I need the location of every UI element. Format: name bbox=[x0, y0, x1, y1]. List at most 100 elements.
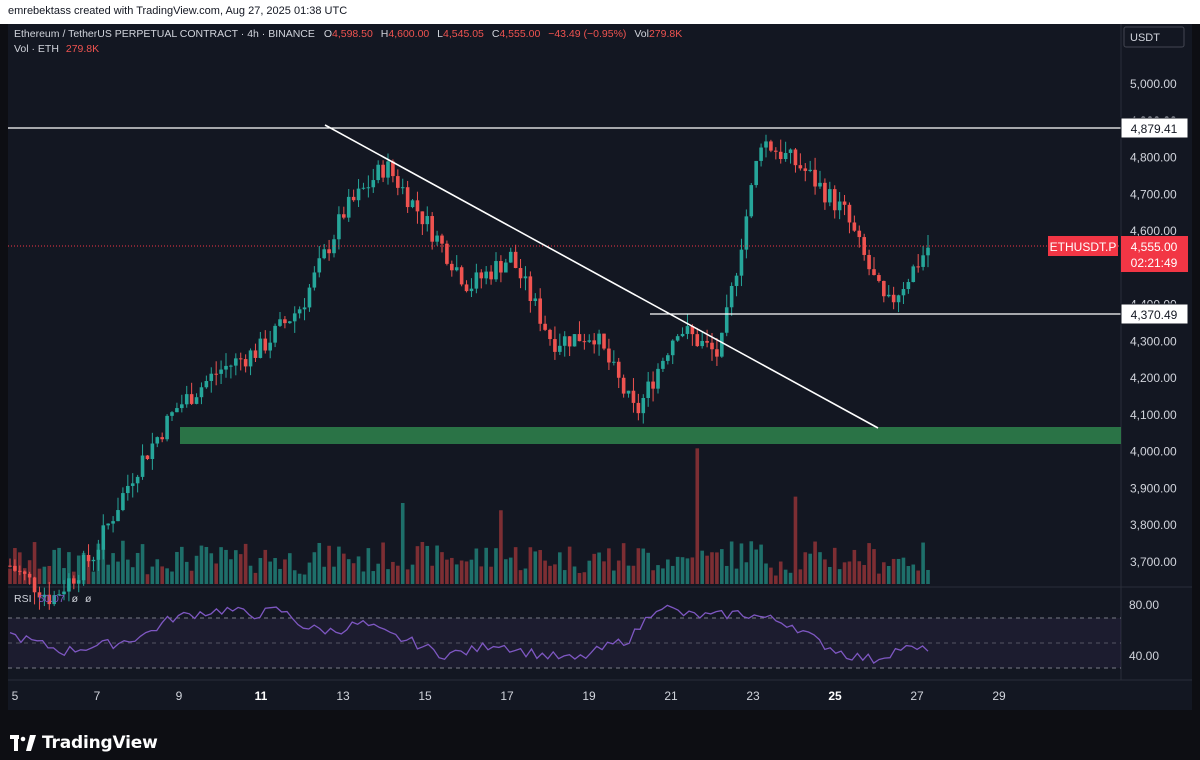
volume-bar bbox=[906, 566, 911, 584]
candle-body bbox=[504, 262, 508, 273]
volume-bar bbox=[440, 552, 444, 584]
legend-h-value: 4,600.00 bbox=[388, 28, 429, 40]
volume-bar bbox=[268, 561, 272, 584]
rsi-pane[interactable] bbox=[8, 587, 1121, 680]
candle-body bbox=[567, 336, 572, 347]
volume-bar bbox=[445, 559, 449, 584]
volume-bar bbox=[405, 569, 410, 584]
price-tick-label: 3,800.00 bbox=[1130, 518, 1177, 532]
volume-bar bbox=[165, 568, 169, 584]
volume-bar bbox=[616, 560, 621, 584]
candle-body bbox=[513, 251, 518, 269]
candle-body bbox=[847, 204, 852, 223]
time-axis[interactable]: 5 7 9 11 13 15 17 19 21 23 25 27 29 bbox=[12, 689, 1006, 703]
descending-trendline[interactable] bbox=[324, 124, 879, 429]
price-tick-label: 4,800.00 bbox=[1130, 151, 1177, 165]
volume-bar bbox=[140, 544, 145, 584]
volume-bar bbox=[877, 573, 881, 584]
volume-bar bbox=[886, 565, 891, 584]
volume-bar bbox=[882, 562, 886, 584]
volume-bar bbox=[916, 570, 920, 584]
candle-body bbox=[724, 307, 729, 333]
volume-bar bbox=[194, 555, 199, 584]
volume-bar bbox=[636, 548, 641, 584]
volume-bar bbox=[646, 552, 650, 584]
candle-body bbox=[180, 404, 184, 409]
volume-bar bbox=[322, 566, 326, 584]
volume-bar bbox=[479, 566, 484, 584]
candle-body bbox=[292, 313, 297, 322]
volume-bar bbox=[592, 553, 596, 584]
legend-l-label: L bbox=[437, 28, 443, 40]
volume-bar bbox=[813, 541, 817, 584]
time-tick-label: 15 bbox=[418, 689, 432, 703]
candle-body bbox=[91, 559, 96, 562]
price-tick-label: 3,900.00 bbox=[1130, 481, 1177, 495]
candle-body bbox=[558, 345, 562, 352]
volume-bar bbox=[86, 560, 91, 584]
volume-bar bbox=[297, 573, 302, 584]
volume-bar bbox=[724, 565, 729, 584]
price-chart[interactable]: 5,000.004,900.004,800.004,700.004,600.00… bbox=[8, 24, 1192, 710]
currency-button[interactable]: USDT bbox=[1123, 26, 1185, 48]
tradingview-logo[interactable]: TradingView bbox=[10, 733, 158, 753]
volume-bar bbox=[263, 549, 268, 584]
candle-body bbox=[926, 247, 930, 256]
volume-bar bbox=[901, 557, 906, 584]
volume-bar bbox=[199, 545, 204, 584]
volume-bar bbox=[474, 548, 479, 584]
time-tick-label: 19 bbox=[582, 689, 596, 703]
candles bbox=[8, 134, 930, 610]
volume-bar bbox=[651, 570, 655, 584]
candle-body bbox=[828, 189, 832, 203]
candle-body bbox=[769, 141, 773, 151]
volume-bar bbox=[499, 510, 503, 584]
candle-body bbox=[273, 325, 277, 343]
time-tick-label: 25 bbox=[828, 689, 842, 703]
volume-bar bbox=[32, 542, 37, 584]
volume-bar bbox=[243, 543, 248, 584]
candle-body bbox=[258, 338, 263, 358]
volume-bar bbox=[700, 550, 704, 584]
candle-body bbox=[823, 182, 827, 203]
level-high-text: 4,879.41 bbox=[1131, 122, 1178, 136]
volume-bar bbox=[769, 567, 773, 584]
tradingview-logo-icon bbox=[10, 735, 36, 751]
candle-body bbox=[778, 151, 783, 160]
volume-bar bbox=[754, 549, 758, 584]
volume-bar bbox=[548, 565, 552, 584]
volume-bar bbox=[381, 542, 385, 584]
candle-body bbox=[690, 326, 695, 335]
candle-body bbox=[631, 390, 636, 403]
volume-bar bbox=[8, 568, 12, 584]
candle-body bbox=[396, 176, 400, 188]
volume-bar bbox=[376, 563, 380, 584]
volume-bar bbox=[847, 561, 852, 584]
volume-bar bbox=[656, 565, 660, 584]
volume-bar bbox=[852, 549, 857, 584]
chart-area[interactable]: 5,000.004,900.004,800.004,700.004,600.00… bbox=[8, 24, 1192, 710]
volume-bar bbox=[720, 549, 724, 584]
candle-body bbox=[425, 216, 430, 225]
volume-bar bbox=[238, 554, 243, 584]
price-tick-label: 4,200.00 bbox=[1130, 371, 1177, 385]
main-pane[interactable] bbox=[8, 24, 1121, 587]
candle-body bbox=[8, 565, 12, 567]
volume-bar bbox=[234, 550, 238, 584]
volume-bar bbox=[342, 553, 346, 584]
candle-body bbox=[76, 580, 81, 584]
candle-body bbox=[857, 230, 862, 238]
volume-bar bbox=[130, 567, 135, 584]
candle-body bbox=[47, 594, 52, 605]
candle-body bbox=[32, 577, 37, 593]
volume-bar bbox=[867, 543, 871, 584]
volume-bar bbox=[533, 551, 538, 584]
volume-bar bbox=[508, 557, 513, 584]
support-zone[interactable] bbox=[180, 427, 1121, 444]
candle-body bbox=[921, 255, 925, 267]
candle-body bbox=[867, 254, 871, 270]
candle-body bbox=[602, 333, 606, 349]
candle-body bbox=[906, 282, 911, 290]
candle-body bbox=[268, 342, 272, 351]
candle-body bbox=[297, 309, 302, 314]
